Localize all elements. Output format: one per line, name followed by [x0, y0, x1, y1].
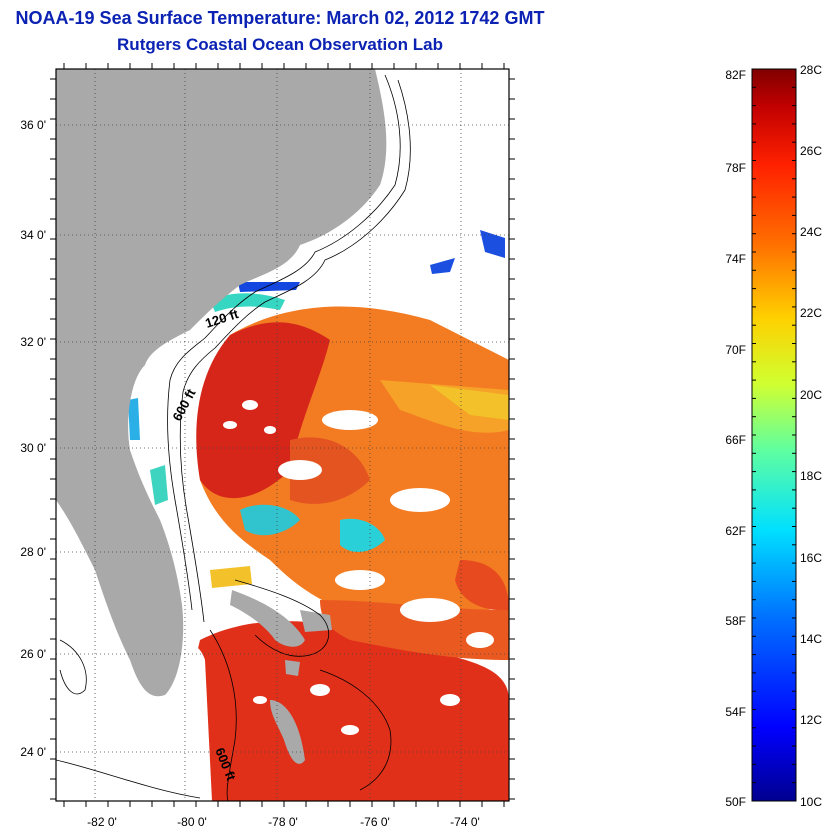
- colorbar-c-label: 20C: [800, 388, 822, 402]
- longitude-labels: -82 0' -80 0' -78 0' -76 0' -74 0': [87, 815, 480, 829]
- colorbar-c-label: 10C: [800, 795, 822, 809]
- map-title: NOAA-19 Sea Surface Temperature: March 0…: [15, 8, 545, 28]
- colorbar-c-label: 16C: [800, 551, 822, 565]
- colorbar-c-label: 22C: [800, 306, 822, 320]
- map-frame: [55, 68, 510, 802]
- lon-label: -78 0': [268, 815, 298, 829]
- colorbar-gradient: [751, 68, 797, 802]
- colorbar-f-label: 50F: [725, 795, 746, 809]
- colorbar-f-label: 74F: [725, 252, 746, 266]
- colorbar-f-label: 70F: [725, 343, 746, 357]
- map-subtitle: Rutgers Coastal Ocean Observation Lab: [117, 35, 443, 54]
- colorbar-c-label: 18C: [800, 469, 822, 483]
- colorbar-f-label: 82F: [725, 68, 746, 82]
- colorbar-c-label: 14C: [800, 632, 822, 646]
- colorbar-c-label: 28C: [800, 63, 822, 77]
- lon-label: -74 0': [450, 815, 480, 829]
- lon-label: -76 0': [360, 815, 390, 829]
- colorbar-ticks: [752, 68, 796, 802]
- lat-label: 24 0': [20, 745, 46, 759]
- colorbar-f-label: 58F: [725, 614, 746, 628]
- land: [56, 69, 387, 764]
- colorbar-fahrenheit-labels: 82F 78F 74F 70F 66F 62F 58F 54F 50F: [725, 68, 746, 809]
- lat-label: 36 0': [20, 118, 46, 132]
- lat-label: 32 0': [20, 335, 46, 349]
- colorbar-c-label: 12C: [800, 713, 822, 727]
- cloud-patches: [223, 400, 494, 735]
- lat-label: 28 0': [20, 545, 46, 559]
- isobath-contours: [56, 74, 411, 801]
- colorbar-f-label: 62F: [725, 524, 746, 538]
- lon-label: -80 0': [177, 815, 207, 829]
- colorbar-f-label: 54F: [725, 705, 746, 719]
- colorbar-celsius-labels: 28C 26C 24C 22C 20C 18C 16C 14C 12C 10C: [800, 63, 822, 809]
- colorbar-c-label: 26C: [800, 144, 822, 158]
- latitude-labels: 36 0' 34 0' 32 0' 30 0' 28 0' 26 0' 24 0…: [20, 118, 46, 759]
- lat-label: 34 0': [20, 228, 46, 242]
- sst-field: [177, 306, 509, 801]
- lon-label: -82 0': [87, 815, 117, 829]
- lat-label: 26 0': [20, 647, 46, 661]
- colorbar-f-label: 66F: [725, 433, 746, 447]
- lat-label: 30 0': [20, 441, 46, 455]
- axis-ticks: [50, 63, 515, 807]
- colorbar-c-label: 24C: [800, 225, 822, 239]
- colorbar-f-label: 78F: [725, 161, 746, 175]
